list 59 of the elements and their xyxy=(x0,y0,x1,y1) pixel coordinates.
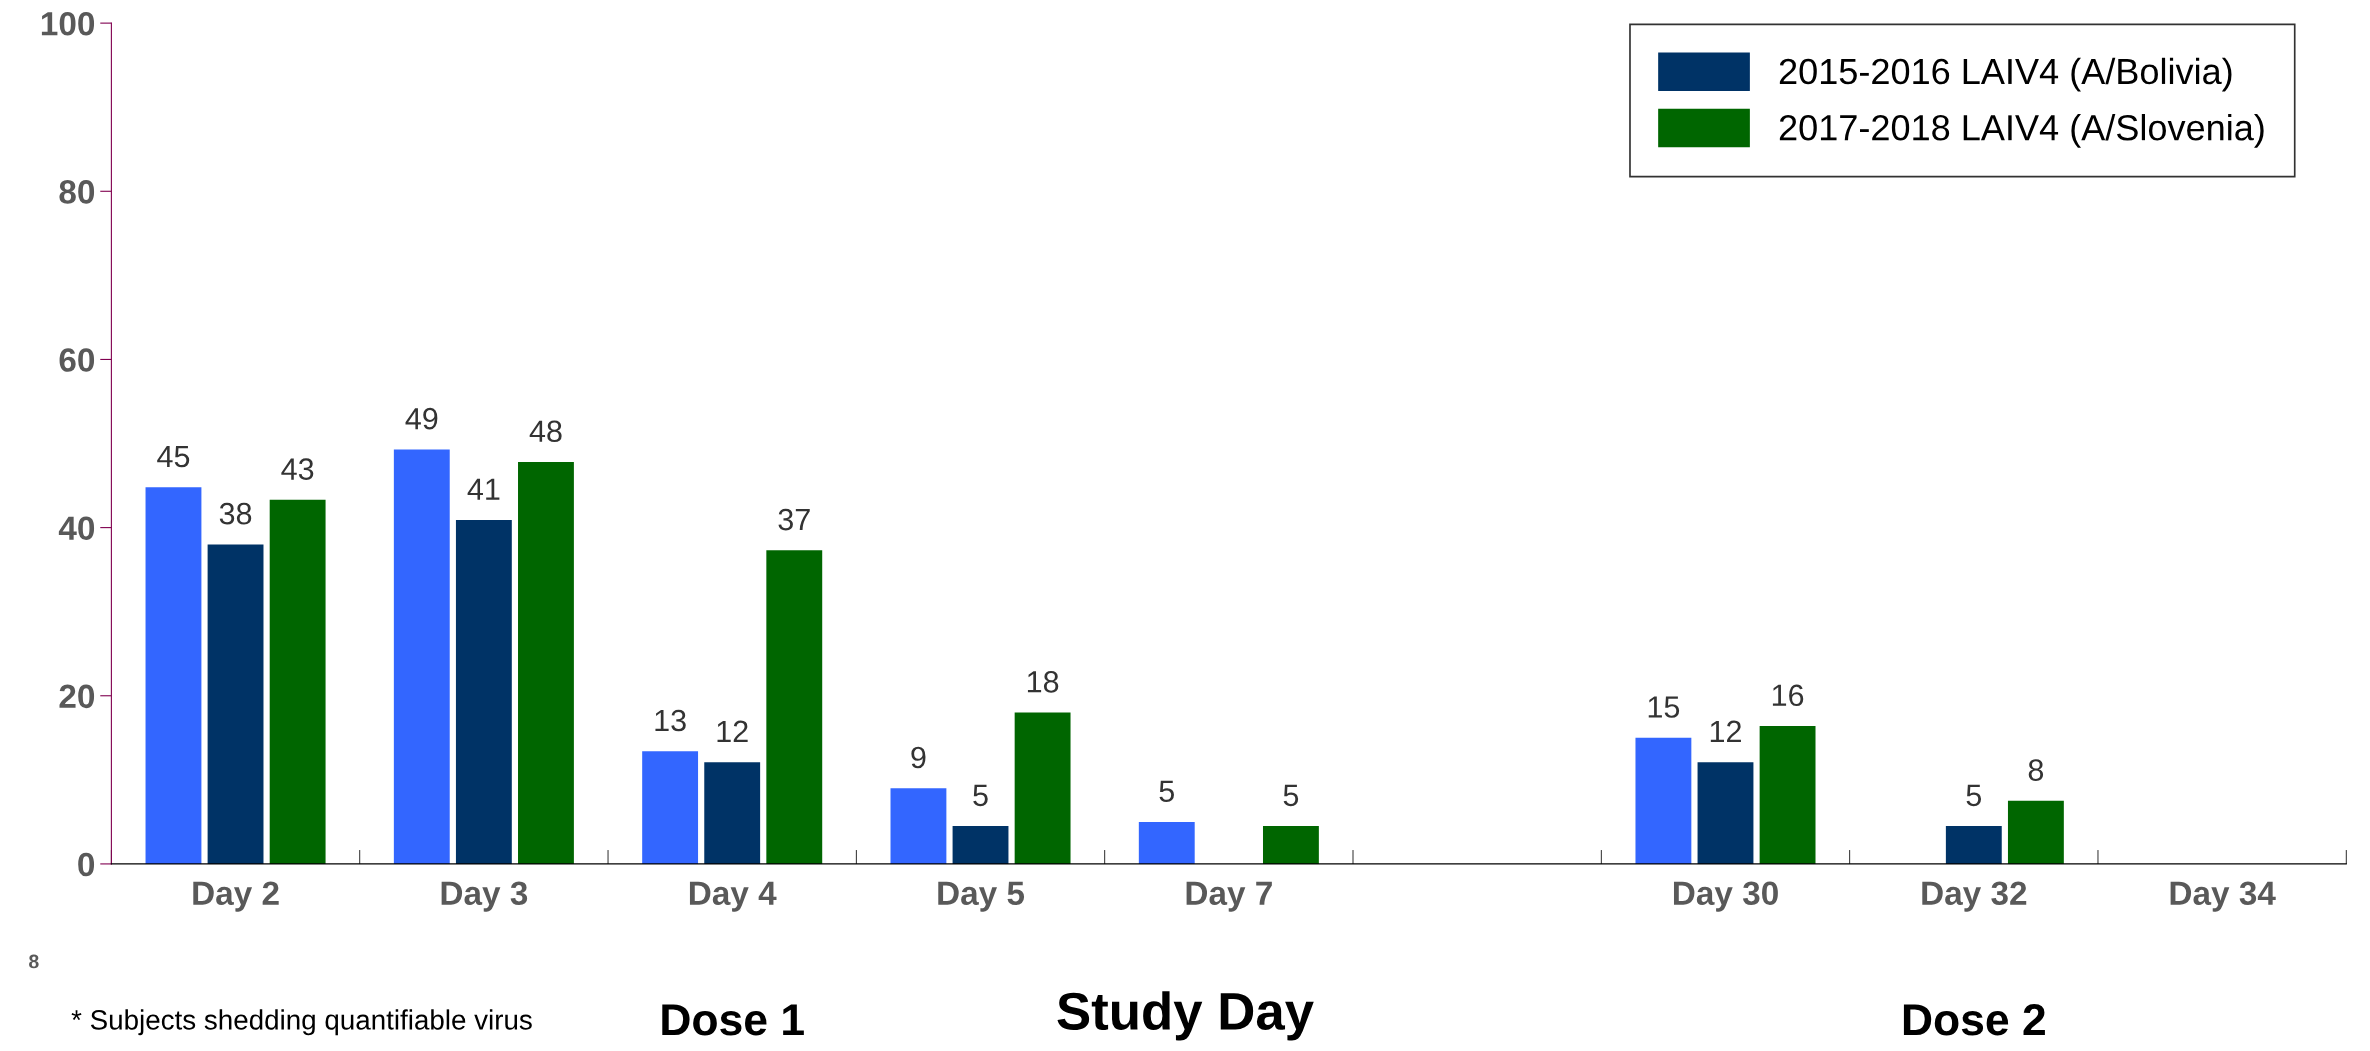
bar xyxy=(455,520,512,864)
text: Dose 1 xyxy=(662,1004,804,1036)
bar xyxy=(2007,800,2064,864)
y-tick-label: 0 xyxy=(78,852,95,877)
y-tick-label: 40 xyxy=(58,516,95,541)
data-label: 5 xyxy=(973,784,988,807)
bar xyxy=(704,762,761,864)
y-tick-label: 60 xyxy=(59,348,95,372)
data-label: 38 xyxy=(219,502,252,525)
data-label: 18 xyxy=(1027,671,1059,693)
y-tick-label: 100 xyxy=(41,11,95,36)
legend-label: 2015-2016 LAIV4 (A/Bolivia) xyxy=(1779,57,2232,92)
bar xyxy=(1635,737,1692,864)
x-tick-label: Day 4 xyxy=(689,881,777,912)
data-label: 15 xyxy=(1648,696,1680,718)
bar xyxy=(952,826,1009,864)
x-axis-title: Study Day xyxy=(1057,991,1314,1041)
data-label: 45 xyxy=(157,445,190,468)
bar xyxy=(518,462,574,864)
bar xyxy=(1945,826,2002,864)
text: * Subjects shedding quantifiable virus xyxy=(71,1009,532,1036)
bar xyxy=(642,751,699,864)
bar xyxy=(1262,826,1319,864)
data-label: 37 xyxy=(778,508,810,531)
bar xyxy=(1014,712,1071,864)
data-label: 49 xyxy=(405,407,438,430)
x-tick-label: Day 5 xyxy=(938,881,1025,912)
data-label: 12 xyxy=(1710,720,1741,742)
text: 8 xyxy=(29,954,39,969)
data-label: 5 xyxy=(1966,784,1982,807)
data-label: 16 xyxy=(1772,684,1804,707)
data-label: 43 xyxy=(281,458,314,480)
x-tick-label: Day 7 xyxy=(1186,881,1272,912)
x-tick-label: Day 2 xyxy=(193,881,279,912)
data-label: 9 xyxy=(911,746,926,769)
data-label: 48 xyxy=(529,420,562,443)
data-label: 8 xyxy=(2028,759,2044,781)
bar xyxy=(1697,762,1754,864)
bar xyxy=(207,544,264,864)
y-tick-label: 20 xyxy=(59,684,95,709)
x-tick-label: Day 30 xyxy=(1673,881,1778,912)
legend-label: 2017-2018 LAIV4 (A/Slovenia) xyxy=(1779,114,2264,148)
data-label: 41 xyxy=(467,478,500,500)
y-tick-label: 80 xyxy=(59,180,95,204)
bar xyxy=(269,499,326,864)
bar xyxy=(1138,821,1195,864)
text: Dose 2 xyxy=(1903,1003,2045,1036)
bar xyxy=(1759,726,1816,864)
data-label: 12 xyxy=(717,720,748,742)
x-tick-label: Day 3 xyxy=(441,881,528,912)
data-label: 13 xyxy=(655,709,686,732)
data-label: 5 xyxy=(1283,784,1299,807)
x-tick-label: Day 34 xyxy=(2170,881,2276,912)
data-label: 5 xyxy=(1159,780,1174,802)
bar xyxy=(145,487,202,864)
bar xyxy=(393,449,450,864)
bar xyxy=(766,550,823,864)
bar xyxy=(890,788,947,864)
x-tick-label: Day 32 xyxy=(1922,881,2027,912)
